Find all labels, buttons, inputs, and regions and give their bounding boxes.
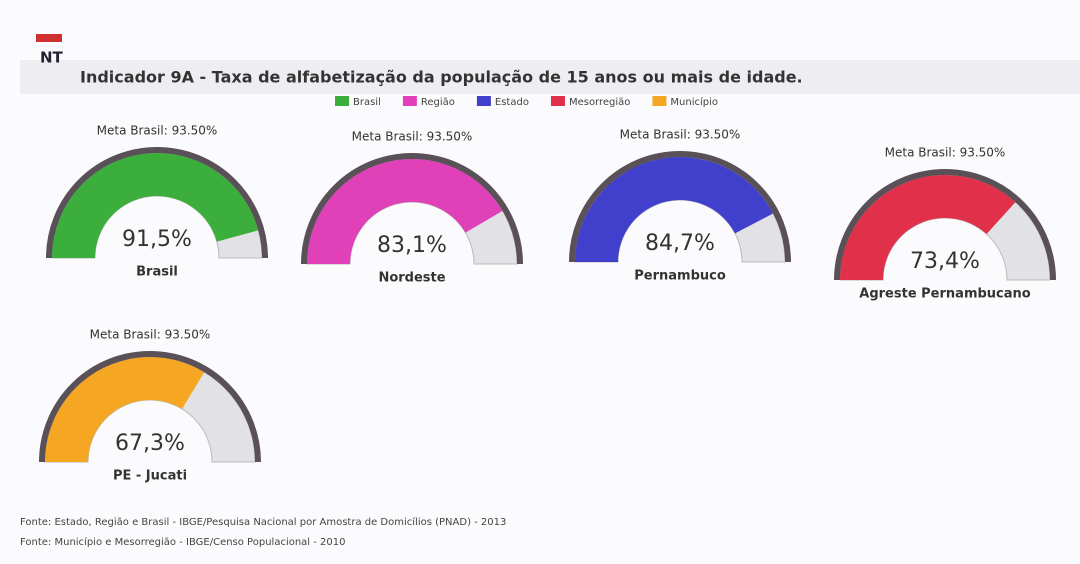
chart-title: Indicador 9A - Taxa de alfabetização da … [80,68,803,87]
category-label: Pernambuco [634,269,726,284]
gauge-fill [51,152,259,258]
target-label: Meta Brasil: 93.50% [90,328,211,342]
category-label: Nordeste [378,271,445,286]
legend-label: Município [670,96,718,108]
legend-label: Estado [495,97,529,108]
value-label: 84,7% [645,231,715,256]
category-label: Agreste Pernambucano [859,287,1031,302]
badge-flag [36,34,62,42]
legend-swatch [550,96,565,106]
target-label: Meta Brasil: 93.50% [352,130,473,144]
legend-label: Mesorregião [569,97,630,108]
target-label: Meta Brasil: 93.50% [97,124,218,138]
note: Fonte: Estado, Região e Brasil - IBGE/Pe… [20,516,506,528]
title-band [20,60,1080,94]
category-label: Brasil [136,265,178,280]
gauge-rim [569,151,791,263]
value-label: 91,5% [122,227,192,252]
badge: NT [40,49,64,67]
category-label: PE - Jucati [113,469,187,484]
target-label: Meta Brasil: 93.50% [620,128,741,142]
legend-swatch [476,96,491,106]
value-label: 83,1% [377,233,447,258]
legend-swatch [335,96,349,106]
gauge-rim [301,153,523,265]
gauge-fill [307,158,503,264]
value-label: 73,4% [910,249,980,274]
legend-swatch [652,96,667,106]
gauge-rim [834,169,1056,281]
gauge-rim [39,351,261,463]
value-label: 67,3% [115,431,185,456]
gauge-fill [45,357,205,462]
gauge-fill [840,175,1016,280]
legend-swatch [402,96,417,106]
legend-label: Brasil [353,97,381,108]
gauge-fill [575,156,774,262]
note: Fonte: Município e Mesorregião - IBGE/Ce… [20,536,346,548]
target-label: Meta Brasil: 93.50% [885,146,1006,160]
gauge-rim [46,147,268,259]
legend-label: Região [421,97,455,108]
